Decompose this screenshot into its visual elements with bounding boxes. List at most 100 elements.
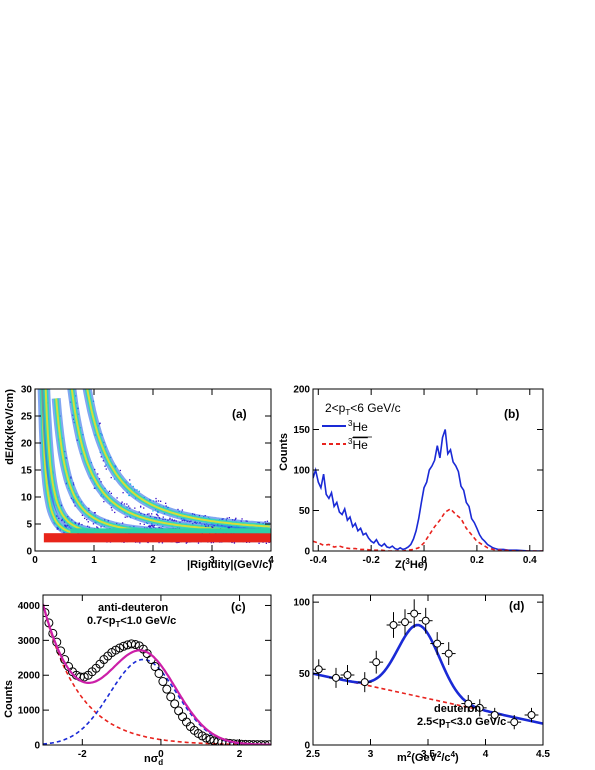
legend-3he-label: 3He bbox=[348, 419, 368, 434]
heatmap-cell bbox=[127, 505, 130, 507]
heatmap-cell bbox=[212, 526, 214, 528]
data-point bbox=[178, 712, 188, 722]
heatmap-cell bbox=[156, 514, 158, 516]
y-tick-label: 100 bbox=[293, 466, 310, 477]
heatmap-cell bbox=[116, 497, 118, 499]
y-tick-label: 0 bbox=[34, 741, 40, 752]
heatmap-cell bbox=[158, 541, 160, 544]
panel-d-xlabel: m2(GeV2/c4) bbox=[397, 750, 459, 764]
y-tick-label: 5 bbox=[26, 520, 32, 531]
panel-d-plot bbox=[313, 599, 543, 730]
heatmap-cell bbox=[88, 507, 90, 510]
heatmap-dense-region-2 bbox=[70, 528, 271, 534]
data-point bbox=[162, 684, 172, 694]
heatmap-cell bbox=[155, 497, 157, 500]
heatmap-cell bbox=[81, 514, 84, 516]
data-point bbox=[150, 662, 160, 672]
heatmap-cell bbox=[157, 512, 159, 514]
data-point bbox=[510, 718, 519, 727]
x-tick-label: -0.4 bbox=[310, 555, 328, 566]
data-point bbox=[79, 672, 89, 682]
heatmap-cell bbox=[124, 516, 126, 518]
heatmap-cell bbox=[157, 515, 159, 517]
total-fit-curve bbox=[313, 623, 543, 725]
heatmap-cell bbox=[155, 500, 157, 502]
x-tick-label: 4.5 bbox=[536, 749, 550, 760]
heatmap-cell bbox=[151, 513, 153, 515]
x-tick-label: 3 bbox=[209, 555, 215, 566]
x-tick-label: 4 bbox=[268, 555, 274, 566]
data-point bbox=[372, 658, 381, 667]
heatmap-cell bbox=[100, 456, 102, 458]
heatmap-cell bbox=[169, 518, 171, 520]
heatmap-cell bbox=[146, 513, 149, 515]
heatmap-cell bbox=[176, 541, 178, 544]
heatmap-cell bbox=[121, 522, 124, 524]
heatmap-cell bbox=[211, 526, 213, 528]
data-point bbox=[389, 621, 398, 629]
heatmap-cell bbox=[162, 516, 164, 518]
heatmap-cell bbox=[97, 527, 99, 529]
y-tick-label: 15 bbox=[21, 466, 33, 477]
heatmap-cell bbox=[161, 542, 164, 544]
panel-a-xlabel: |Rigidity|(GeV/c) bbox=[187, 559, 272, 571]
data-point bbox=[444, 649, 453, 658]
y-tick-label: 100 bbox=[293, 598, 310, 609]
heatmap-cell bbox=[103, 500, 105, 503]
heatmap-cell bbox=[102, 460, 105, 462]
data-point bbox=[433, 639, 442, 648]
y-tick-label: 50 bbox=[299, 506, 311, 517]
heatmap-cell bbox=[186, 541, 188, 544]
panel-c-label: (c) bbox=[231, 600, 246, 614]
data-point bbox=[410, 609, 419, 618]
data-point bbox=[158, 677, 168, 687]
heatmap-cell bbox=[205, 525, 207, 527]
heatmap-cell bbox=[84, 517, 86, 519]
data-point bbox=[115, 643, 125, 653]
heatmap-cell bbox=[195, 522, 197, 524]
y-tick-label: 50 bbox=[299, 669, 311, 680]
y-tick-label: 200 bbox=[293, 385, 310, 396]
x-tick-label: 0.2 bbox=[470, 555, 484, 566]
heatmap-cell bbox=[86, 518, 88, 521]
heatmap-cell bbox=[181, 519, 183, 522]
heatmap-cell bbox=[87, 521, 89, 523]
panel-a-ylabel: dE/dx(keV/cm) bbox=[4, 389, 16, 465]
panel-c-frame bbox=[42, 594, 272, 746]
series-line-3He bbox=[313, 429, 543, 551]
heatmap-cell bbox=[111, 509, 113, 511]
panel-c-ticks: -2 0 2 0 1000 2000 3000 4000 bbox=[18, 595, 271, 760]
data-point bbox=[170, 699, 180, 709]
x-tick-label: 0 bbox=[158, 749, 164, 760]
heatmap-cell bbox=[148, 525, 150, 527]
data-point bbox=[119, 641, 129, 651]
panel-b-ylabel: Counts bbox=[278, 433, 290, 471]
heatmap-cell bbox=[207, 525, 209, 527]
y-tick-label: 1000 bbox=[18, 706, 41, 717]
heatmap-cell bbox=[226, 517, 228, 519]
heatmap-cell bbox=[241, 518, 243, 520]
panel-d-ticks: 2.5 3 3.5 4 4.5 0 50 100 bbox=[293, 595, 550, 760]
series-line-3He-bar bbox=[313, 507, 543, 551]
heatmap-cell bbox=[231, 541, 233, 544]
x-tick-label: 0 bbox=[32, 555, 38, 566]
y-tick-label: 0 bbox=[304, 741, 310, 752]
x-tick-label: 0 bbox=[421, 555, 427, 566]
panel-b-label: (b) bbox=[504, 407, 519, 421]
heatmap-cell bbox=[235, 517, 237, 519]
panel-c-annotation-2: 0.7<pT<1.0 GeV/c bbox=[87, 615, 176, 629]
x-tick-label: 0.4 bbox=[523, 555, 537, 566]
heatmap-cell bbox=[149, 525, 151, 527]
heatmap-cell bbox=[134, 507, 136, 509]
data-point bbox=[314, 665, 323, 674]
heatmap-cell bbox=[119, 469, 122, 472]
x-tick-label: 3.5 bbox=[421, 749, 435, 760]
heatmap-cell bbox=[93, 487, 96, 489]
heatmap-cell bbox=[126, 516, 128, 518]
background-curve bbox=[43, 604, 271, 745]
panel-b-ticks: -0.4 -0.2 0 0.2 0.4 0 50 100 150 200 bbox=[293, 385, 543, 566]
heatmap-cell bbox=[258, 542, 260, 544]
heatmap-cell bbox=[158, 526, 160, 529]
heatmap-cell bbox=[171, 518, 173, 521]
heatmap-cell bbox=[139, 506, 142, 508]
